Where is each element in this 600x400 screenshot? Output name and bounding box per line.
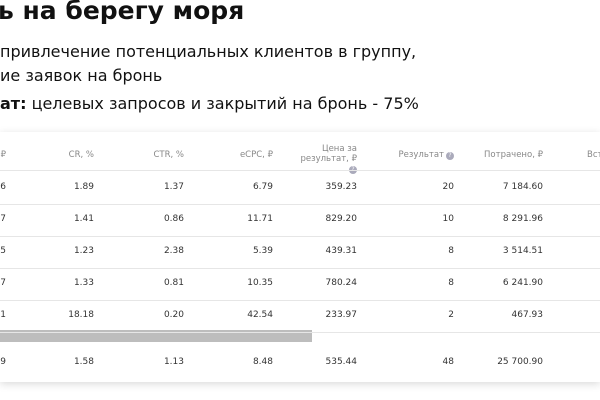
cell: 20	[442, 182, 454, 192]
cell: 3 514.51	[502, 246, 543, 256]
row-divider	[0, 268, 600, 269]
column-header: eCPC, ₽	[239, 150, 273, 160]
column-header: Потрачено, ₽	[484, 150, 543, 160]
cell: 1.23	[73, 246, 94, 256]
row-divider	[0, 332, 600, 333]
cell: 0.20	[163, 310, 184, 320]
result-text: целевых запросов и закрытий на бронь - 7…	[31, 94, 419, 113]
result-line: ат: целевых запросов и закрытий на бронь…	[0, 94, 419, 113]
cell: 1	[0, 310, 6, 320]
cell: 18.18	[68, 310, 94, 320]
cell: 11.71	[247, 214, 273, 224]
table: ₽CR, %CTR, %eCPC, ₽Цена за результат, ₽?…	[0, 132, 600, 382]
cell: 7	[0, 214, 6, 224]
cell: 467.93	[511, 310, 544, 320]
cell: 6	[0, 182, 6, 192]
cell: 359.23	[325, 182, 358, 192]
cell: 1.33	[73, 278, 94, 288]
column-header: CTR, %	[153, 150, 184, 160]
cell: 1.37	[163, 182, 184, 192]
scrollbar[interactable]	[0, 330, 312, 342]
cell: 7	[0, 278, 6, 288]
cell: 1.89	[73, 182, 94, 192]
total-cell: 9	[0, 357, 6, 367]
text-line: ие заявок на бронь	[0, 66, 163, 85]
cell: 2	[448, 310, 454, 320]
cell: 6.79	[252, 182, 273, 192]
cell: 5.39	[252, 246, 273, 256]
column-header: ₽	[0, 150, 6, 160]
cell: 8 291.96	[502, 214, 543, 224]
row-divider	[0, 170, 600, 171]
cell: 829.20	[325, 214, 358, 224]
cell: 2.38	[163, 246, 184, 256]
title: ь на берегу моря	[0, 0, 245, 25]
cell: 1.41	[73, 214, 94, 224]
cell: 439.31	[325, 246, 358, 256]
total-cell: 48	[442, 357, 454, 367]
total-cell: 8.48	[252, 357, 273, 367]
total-cell: 1.13	[163, 357, 184, 367]
info-icon[interactable]: ?	[446, 152, 454, 160]
column-header: Вст	[587, 150, 600, 160]
cell: 233.97	[325, 310, 358, 320]
column-header: Результат?	[384, 150, 454, 160]
result-label: ат:	[0, 94, 27, 113]
cell: 10	[442, 214, 454, 224]
total-cell: 535.44	[325, 357, 358, 367]
cell: 42.54	[247, 310, 273, 320]
column-header: CR, %	[68, 150, 94, 160]
cell: 8	[448, 278, 454, 288]
row-divider	[0, 300, 600, 301]
total-cell: 1.58	[73, 357, 94, 367]
text-line: привлечение потенциальных клиентов в гру…	[0, 42, 417, 61]
row-divider	[0, 236, 600, 237]
cell: 0.81	[163, 278, 184, 288]
total-cell: 25 700.90	[497, 357, 543, 367]
cell: 0.86	[163, 214, 184, 224]
cell: 6 241.90	[502, 278, 543, 288]
cell: 5	[0, 246, 6, 256]
cell: 10.35	[247, 278, 273, 288]
cell: 780.24	[325, 278, 358, 288]
cell: 8	[448, 246, 454, 256]
row-divider	[0, 204, 600, 205]
cell: 7 184.60	[502, 182, 543, 192]
